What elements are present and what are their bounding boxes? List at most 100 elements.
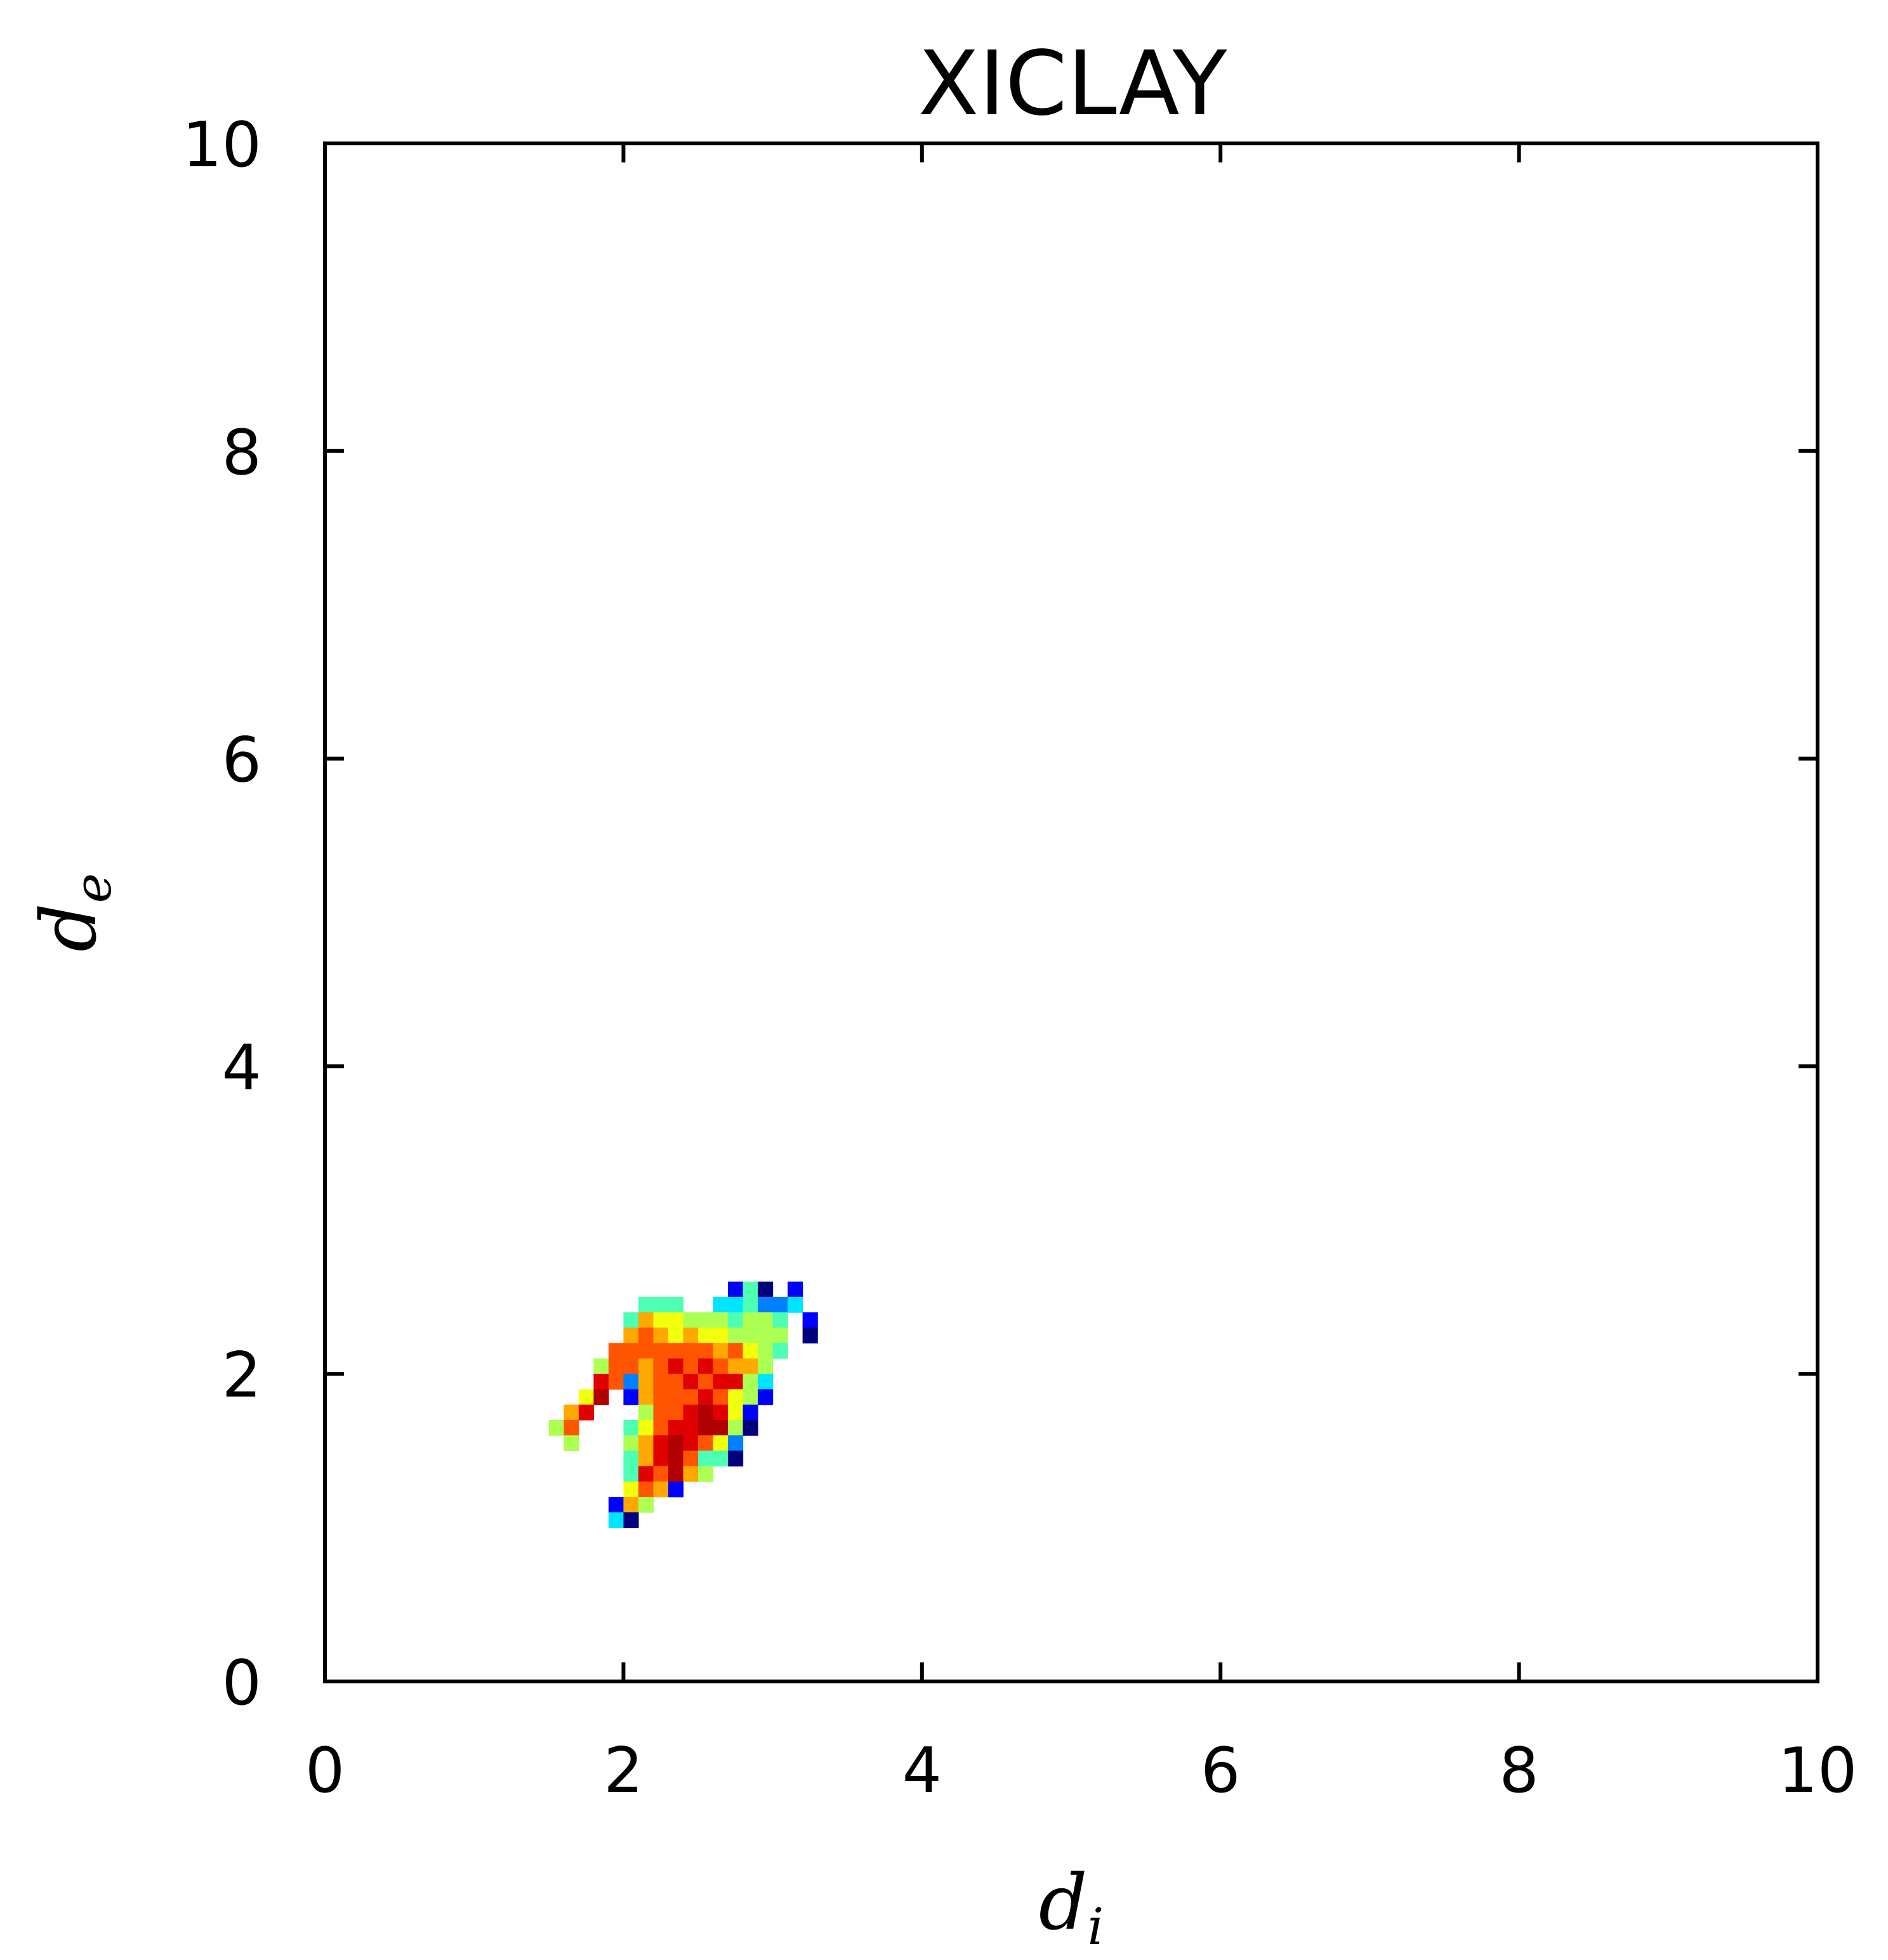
heatmap-cell [608, 1497, 624, 1513]
y-tick-label: 4 [222, 1032, 261, 1104]
heatmap-cell [728, 1343, 744, 1359]
heatmap-cell [728, 1358, 744, 1374]
heatmap-cell [758, 1281, 774, 1298]
heatmap-cell [668, 1327, 684, 1344]
heatmap-cell [623, 1435, 639, 1451]
heatmap-cell [728, 1389, 744, 1405]
heatmap-cell [698, 1343, 714, 1359]
heatmap-cell [578, 1404, 594, 1421]
heatmap-cell [668, 1404, 684, 1421]
heatmap-cell [653, 1312, 669, 1329]
y-axis-label-sub: e [63, 873, 122, 903]
heatmap-cell [653, 1327, 669, 1344]
heatmap-cell [638, 1497, 654, 1513]
x-tick-label: 2 [604, 1735, 643, 1807]
heatmap-cell [713, 1297, 729, 1313]
heatmap-cell [802, 1327, 818, 1344]
heatmap-cell [593, 1389, 609, 1405]
y-tick-label: 8 [222, 417, 261, 489]
heatmap-cell [623, 1312, 639, 1329]
heatmap-cell [668, 1389, 684, 1405]
heatmap-cell [668, 1435, 684, 1451]
x-axis-label-sub: i [1088, 1897, 1104, 1956]
heatmap-cell [698, 1419, 714, 1436]
heatmap-cell [743, 1281, 758, 1298]
heatmap-cell [728, 1327, 744, 1344]
heatmap-cell [638, 1327, 654, 1344]
heatmap-cell [743, 1343, 758, 1359]
heatmap-cell [653, 1343, 669, 1359]
heatmap-cell [653, 1450, 669, 1467]
heatmap-cell [683, 1419, 699, 1436]
heatmap-cell [638, 1389, 654, 1405]
heatmap-cell [638, 1450, 654, 1467]
heatmap-cell [788, 1281, 803, 1298]
heatmap-cell [713, 1435, 729, 1451]
heatmap-cell [668, 1481, 684, 1497]
heatmap-cell [698, 1404, 714, 1421]
heatmap-cell [772, 1312, 788, 1329]
heatmap-cell [593, 1374, 609, 1390]
heatmap-cell [623, 1374, 639, 1390]
heatmap-cell [623, 1389, 639, 1405]
heatmap-cell [772, 1297, 788, 1313]
heatmap-cell [758, 1358, 774, 1374]
heatmap-cell [758, 1374, 774, 1390]
heatmap-cell [758, 1389, 774, 1405]
heatmap-cell [623, 1358, 639, 1374]
y-tick-label: 2 [222, 1339, 261, 1412]
heatmap-cell [683, 1466, 699, 1482]
heatmap-cell [623, 1327, 639, 1344]
heatmap-cell [668, 1297, 684, 1313]
heatmap-cell [743, 1419, 758, 1436]
heatmap-cell [698, 1450, 714, 1467]
heatmap-cell [593, 1358, 609, 1374]
plot-frame [323, 141, 1819, 1683]
heatmap-cell [608, 1343, 624, 1359]
heatmap-cell [653, 1419, 669, 1436]
heatmap-cell [788, 1297, 803, 1313]
heatmap-cell [758, 1297, 774, 1313]
heatmap-cell [683, 1312, 699, 1329]
heatmap-cell [713, 1343, 729, 1359]
heatmap-cell [772, 1327, 788, 1344]
heatmap-cell [728, 1281, 744, 1298]
x-tick-label: 10 [1778, 1735, 1858, 1807]
heatmap-cell [728, 1419, 744, 1436]
heatmap-cell [638, 1358, 654, 1374]
heatmap-cell [683, 1450, 699, 1467]
heatmap-cell [698, 1435, 714, 1451]
heatmap-cell [698, 1358, 714, 1374]
heatmap-cell [713, 1327, 729, 1344]
heatmap-cell [683, 1374, 699, 1390]
heatmap-cell [653, 1481, 669, 1497]
heatmap-cell [623, 1450, 639, 1467]
heatmap-cell [668, 1374, 684, 1390]
heatmap-cell [728, 1435, 744, 1451]
heatmap-cell [638, 1374, 654, 1390]
heatmap-cell [608, 1512, 624, 1529]
y-axis-label: de [25, 873, 122, 952]
heatmap-cell [713, 1450, 729, 1467]
heatmap-cell [564, 1419, 579, 1436]
heatmap-cell [758, 1327, 774, 1344]
chart-title: XICLAY [918, 32, 1227, 136]
x-tick-label: 6 [1201, 1735, 1240, 1807]
heatmap-cell [623, 1497, 639, 1513]
heatmap-cell [668, 1312, 684, 1329]
heatmap-cell [683, 1404, 699, 1421]
heatmap-cell [698, 1374, 714, 1390]
heatmap-cell [653, 1389, 669, 1405]
heatmap-cell [728, 1374, 744, 1390]
y-tick-label: 0 [222, 1647, 261, 1720]
heatmap-cell [743, 1297, 758, 1313]
x-tick-label: 4 [902, 1735, 942, 1807]
heatmap-cell [638, 1297, 654, 1313]
heatmap-cell [608, 1358, 624, 1374]
heatmap-cell [638, 1343, 654, 1359]
heatmap-cell [713, 1358, 729, 1374]
heatmap-cell [728, 1450, 744, 1467]
x-axis-label: di [1039, 1859, 1104, 1956]
heatmap-cell [728, 1312, 744, 1329]
